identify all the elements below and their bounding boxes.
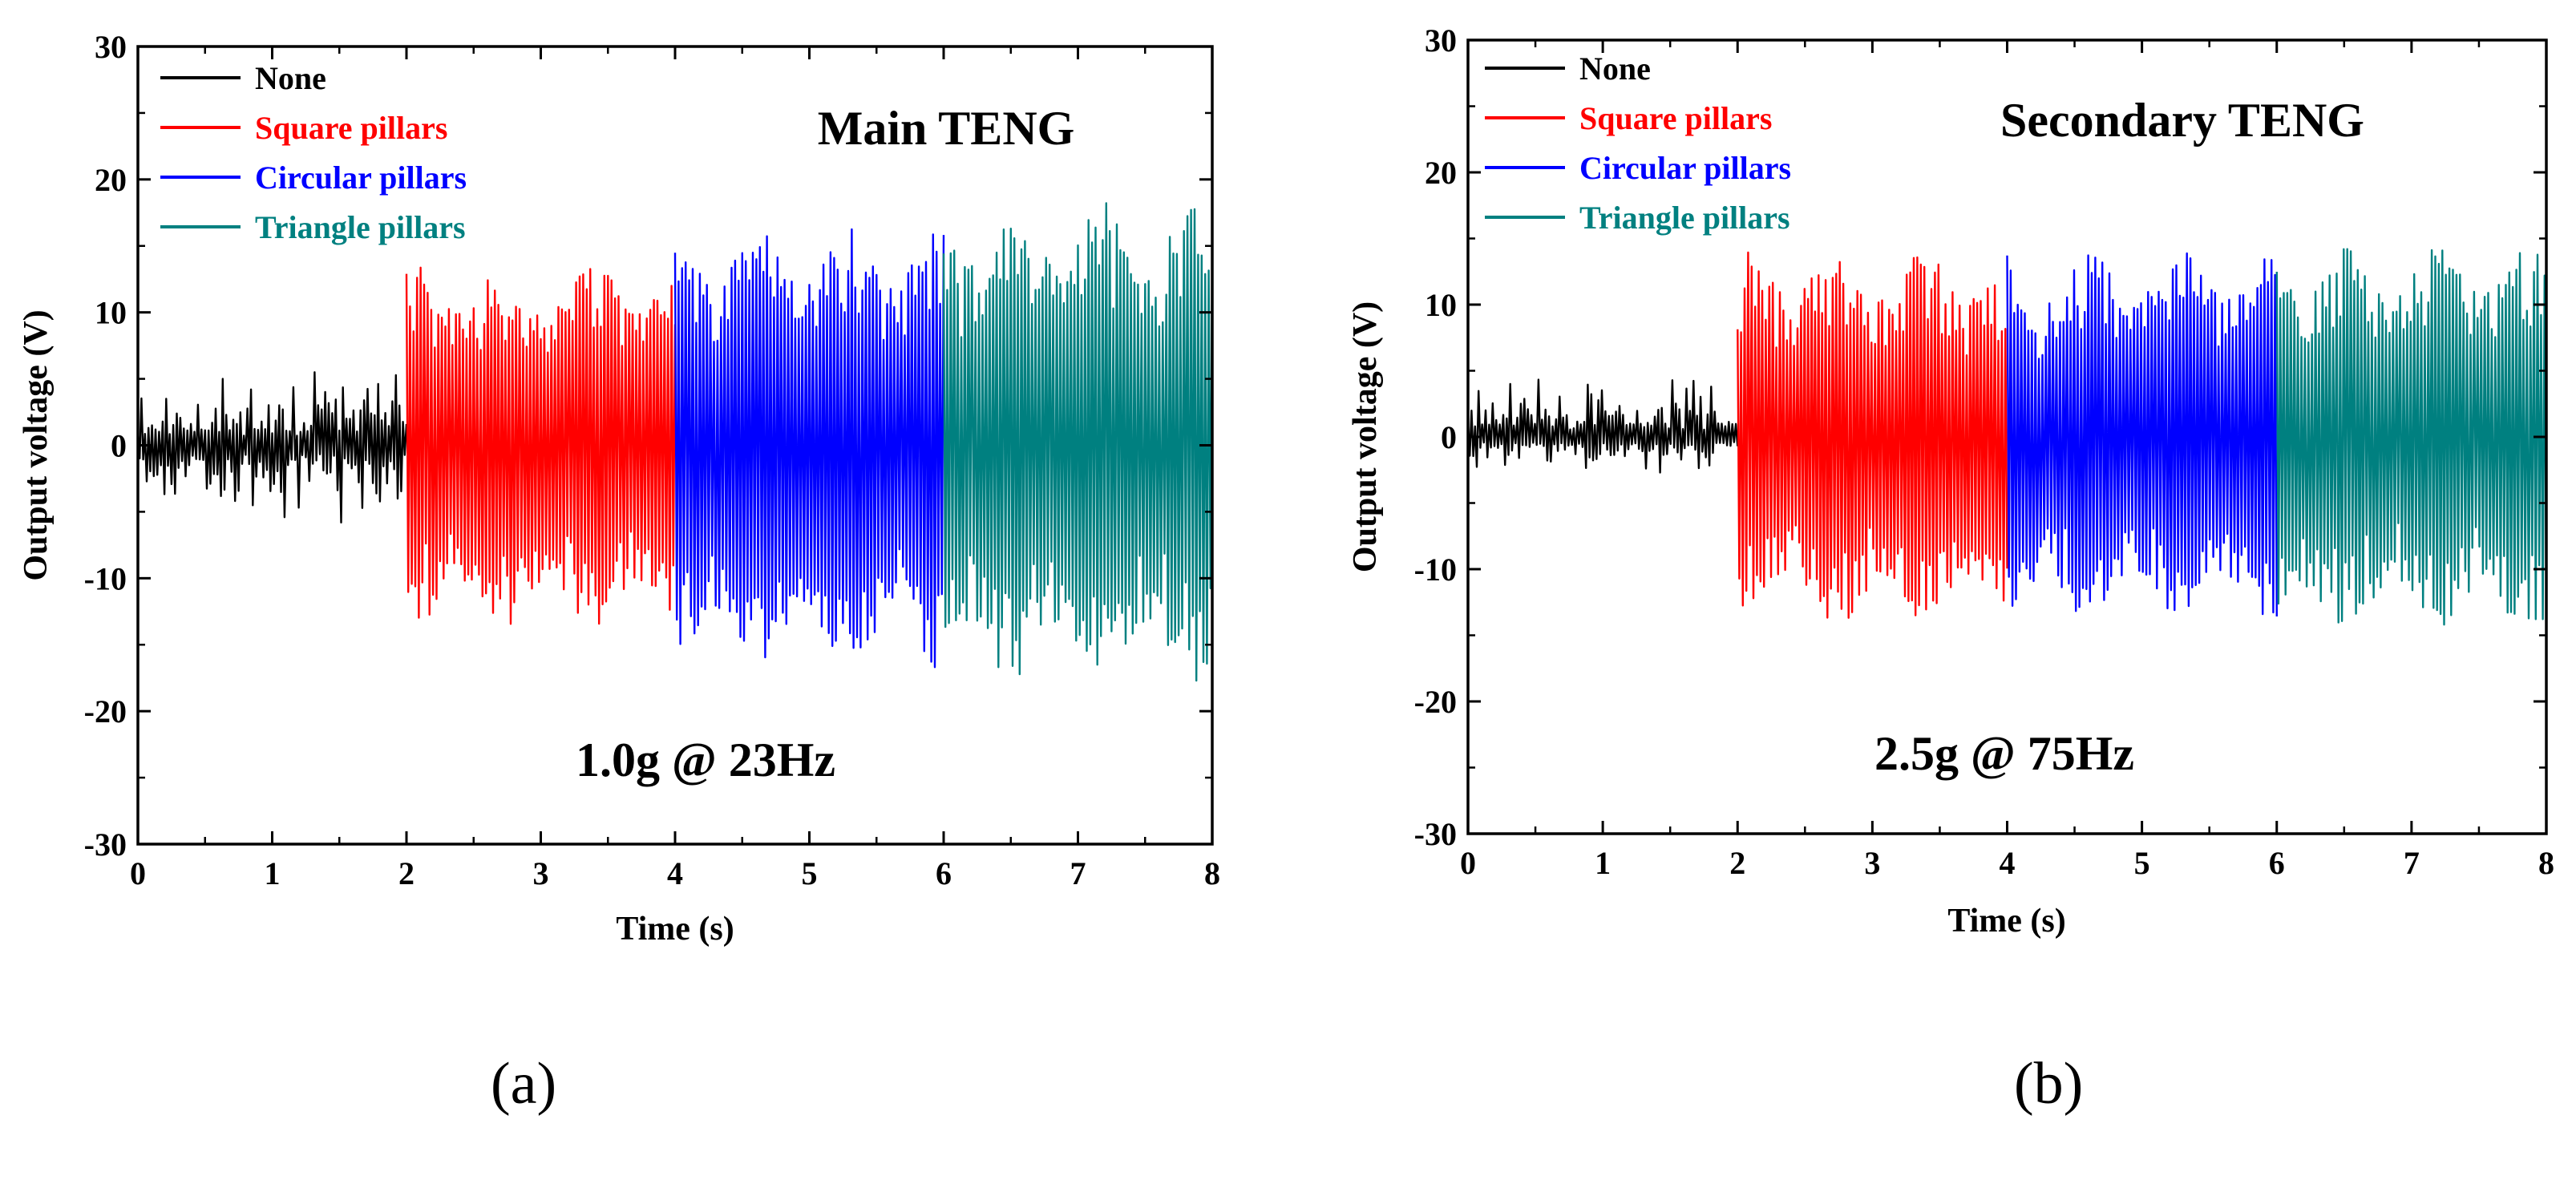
x-tick-label: 7 — [1070, 855, 1086, 891]
legend-entry: Triangle pillars — [255, 209, 466, 245]
y-tick-label: 30 — [1425, 22, 1457, 59]
legend-entry: None — [1579, 51, 1651, 87]
panel-label-a: (a) — [491, 1051, 557, 1117]
series-line-circular-pillars — [673, 228, 945, 669]
x-tick-label: 7 — [2404, 845, 2420, 881]
series-line-square-pillars — [405, 266, 677, 625]
y-tick-label: 0 — [1441, 419, 1457, 455]
y-tick-label: -10 — [1414, 552, 1457, 588]
chart-title: Main TENG — [818, 102, 1075, 155]
x-tick-label: 6 — [2269, 845, 2285, 881]
y-tick-label: -30 — [84, 826, 127, 863]
y-tick-label: 20 — [95, 162, 127, 198]
series-line-circular-pillars — [2006, 252, 2278, 617]
legend-entry: Circular pillars — [1579, 150, 1791, 186]
legend-entry: Circular pillars — [255, 160, 467, 196]
y-tick-label: -20 — [84, 693, 127, 729]
x-tick-label: 1 — [1595, 845, 1611, 881]
x-tick-label: 5 — [802, 855, 818, 891]
condition-annotation: 2.5g @ 75Hz — [1874, 727, 2134, 780]
legend-entry: Triangle pillars — [1579, 200, 1790, 236]
series-line-none — [136, 371, 408, 523]
x-tick-label: 8 — [1204, 855, 1220, 891]
x-tick-label: 2 — [1729, 845, 1745, 881]
series-line-triangle-pillars — [942, 202, 1214, 682]
x-tick-label: 6 — [936, 855, 952, 891]
y-tick-label: 0 — [111, 428, 127, 464]
chart-b: -30 -20 -10 0 10 20 30 0 1 2 3 4 5 6 7 8 Time (s) Output … — [1347, 22, 2554, 940]
legend-entry: None — [255, 60, 326, 96]
panel-label-b: (b) — [2014, 1051, 2084, 1117]
y-tick-label: 10 — [1425, 287, 1457, 323]
x-tick-label: 0 — [130, 855, 146, 891]
y-tick-label: -10 — [84, 560, 127, 596]
y-tick-label: 20 — [1425, 155, 1457, 191]
condition-annotation: 1.0g @ 23Hz — [576, 733, 835, 786]
x-tick-label: 2 — [398, 855, 415, 891]
y-axis-label: Output voltage (V) — [1347, 301, 1384, 572]
x-tick-label: 8 — [2538, 845, 2554, 881]
x-tick-label: 0 — [1460, 845, 1476, 881]
chart-a: -30 -20 -10 0 10 20 30 0 1 2 3 4 5 6 7 8 Time (s) Output … — [18, 29, 1220, 948]
series-line-square-pillars — [1737, 251, 2008, 619]
series-line-none — [1466, 378, 1739, 474]
x-tick-label: 4 — [2000, 845, 2016, 881]
y-tick-label: 10 — [95, 295, 127, 331]
x-tick-label: 4 — [667, 855, 683, 891]
y-tick-label: -30 — [1414, 816, 1457, 852]
series-line-triangle-pillars — [2275, 248, 2548, 626]
x-tick-label: 3 — [1864, 845, 1880, 881]
y-tick-label: -20 — [1414, 684, 1457, 720]
x-tick-label: 3 — [533, 855, 549, 891]
x-tick-label: 1 — [265, 855, 281, 891]
y-axis-label: Output voltage (V) — [18, 309, 55, 580]
x-tick-label: 5 — [2134, 845, 2150, 881]
x-axis-label: Time (s) — [616, 911, 734, 948]
legend-entry: Square pillars — [255, 110, 447, 146]
legend-entry: Square pillars — [1579, 100, 1772, 136]
y-tick-label: 30 — [95, 29, 127, 65]
x-axis-label: Time (s) — [1947, 903, 2065, 940]
chart-title: Secondary TENG — [2000, 94, 2364, 147]
